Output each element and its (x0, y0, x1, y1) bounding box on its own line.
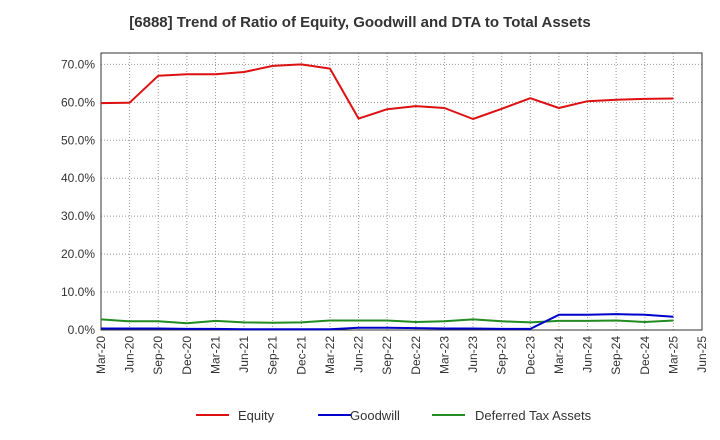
x-tick-label: Dec-24 (638, 336, 652, 375)
x-tick-label: Mar-21 (208, 336, 222, 374)
y-tick-label: 50.0% (61, 133, 95, 147)
x-tick-label: Dec-23 (523, 336, 537, 375)
series-line-deferred-tax-assets (100, 318, 674, 325)
x-tick-label: Dec-22 (409, 336, 423, 375)
legend-label: Deferred Tax Assets (475, 408, 592, 423)
x-tick-label: Mar-24 (552, 336, 566, 374)
y-tick-label: 0.0% (68, 323, 96, 337)
series-line-goodwill (101, 313, 674, 331)
y-tick-label: 40.0% (61, 171, 95, 185)
legend-label: Goodwill (350, 408, 400, 423)
x-tick-label: Sep-23 (495, 336, 509, 375)
chart-title: [6888] Trend of Ratio of Equity, Goodwil… (129, 14, 591, 31)
y-tick-label: 70.0% (61, 57, 95, 71)
x-tick-label: Jun-22 (352, 336, 366, 373)
x-tick-label: Dec-20 (180, 336, 194, 375)
x-tick-label: Mar-25 (666, 336, 680, 374)
x-tick-label: Mar-23 (437, 336, 451, 374)
plot-area-border (100, 52, 703, 331)
legend-label: Equity (238, 408, 275, 423)
x-tick-label: Sep-22 (380, 336, 394, 375)
x-tick-label: Mar-22 (323, 336, 337, 374)
x-tick-label: Sep-20 (151, 336, 165, 375)
x-tick-label: Jun-23 (466, 336, 480, 373)
series-line-equity (100, 63, 674, 120)
x-tick-label: Jun-25 (695, 336, 709, 373)
x-tick-label: Jun-20 (123, 336, 137, 373)
y-tick-label: 20.0% (61, 247, 95, 261)
x-tick-label: Jun-21 (237, 336, 251, 373)
y-tick-label: 30.0% (61, 209, 95, 223)
x-tick-label: Jun-24 (581, 336, 595, 373)
x-tick-label: Mar-20 (94, 336, 108, 374)
x-tick-label: Sep-21 (266, 336, 280, 375)
y-tick-label: 60.0% (61, 95, 95, 109)
y-tick-label: 10.0% (61, 285, 95, 299)
x-tick-label: Dec-21 (294, 336, 308, 375)
x-tick-label: Sep-24 (609, 336, 623, 375)
